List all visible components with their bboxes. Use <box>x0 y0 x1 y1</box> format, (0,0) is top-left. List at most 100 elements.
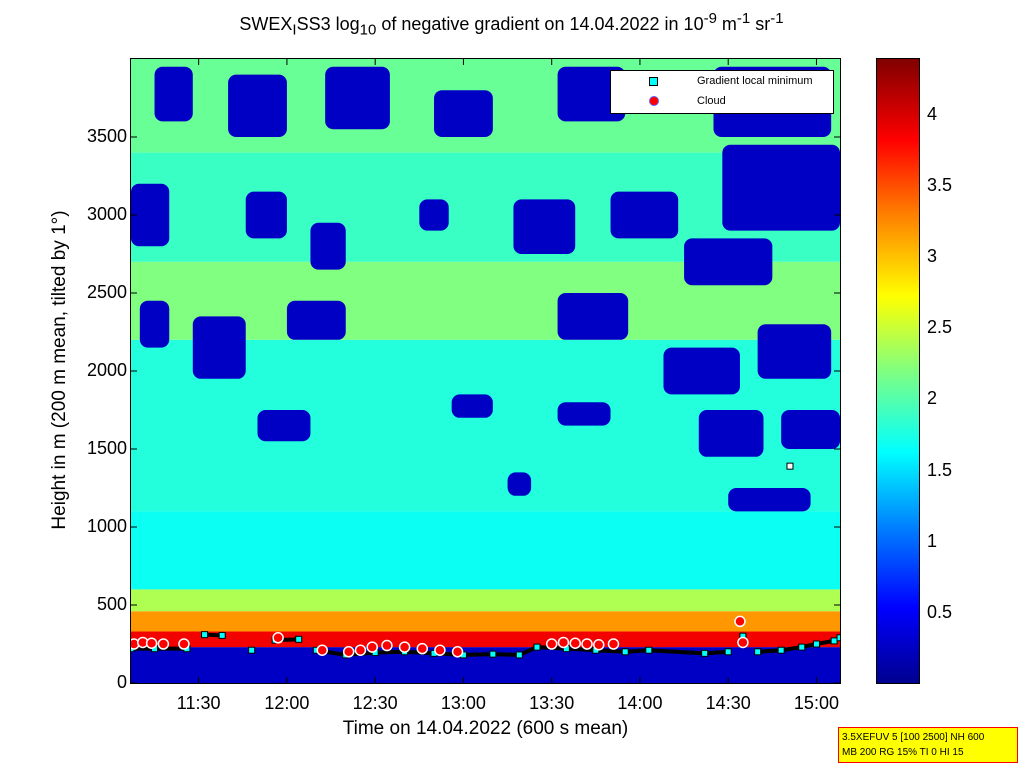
x-tick-label: 14:30 <box>705 693 751 713</box>
heatmap-low-patch <box>557 293 629 340</box>
minimum-point <box>489 650 497 658</box>
cloud-point <box>451 646 464 658</box>
plot-area <box>130 58 841 684</box>
heatmap-low-patch <box>557 402 611 426</box>
cloud-point <box>398 641 411 653</box>
heatmap-low-patch <box>513 199 576 254</box>
minimum-point <box>701 649 709 657</box>
title-sup-3: -9 <box>703 10 717 27</box>
heatmap-low-patch <box>722 144 840 231</box>
y-tick-label: 3500 <box>86 126 127 146</box>
info-line-1: 3.5XEFUV 5 [100 2500] NH 600 <box>842 732 985 743</box>
minimum-segment <box>566 646 596 653</box>
title-part-5: sr <box>750 14 771 34</box>
minimum-point <box>812 640 820 648</box>
minimum-segment <box>375 649 405 655</box>
y-tick-label: 2000 <box>86 360 127 380</box>
y-tick-label: 0 <box>116 672 127 692</box>
x-tick-label: 14:00 <box>617 693 663 713</box>
title-part-2: SS3 log <box>296 14 360 34</box>
colorbar-tick-label: 3 <box>927 246 938 267</box>
heatmap-low-patch <box>419 199 449 231</box>
square-marker-icon <box>649 77 658 86</box>
minimum-point <box>218 631 226 639</box>
cloud-point <box>607 638 620 650</box>
heatmap-low-patch <box>728 488 811 512</box>
minimum-segment <box>463 652 493 657</box>
cloud-point <box>272 632 284 644</box>
x-tick-label: 15:00 <box>793 693 839 713</box>
legend: Gradient local minimum Cloud <box>610 70 834 114</box>
cloud-point <box>557 636 570 649</box>
minimum-point <box>621 648 629 656</box>
heatmap-low-patch <box>684 238 773 286</box>
chart-title: SWEXISS3 log10 of negative gradient on 1… <box>0 10 1023 39</box>
colorbar-tick-label: 2 <box>927 388 938 409</box>
cloud-point <box>581 638 593 650</box>
title-sup-4: -1 <box>736 10 751 27</box>
cloud-point <box>545 638 558 650</box>
heatmap-svg <box>131 59 840 683</box>
colorbar <box>876 58 920 684</box>
minimum-segment <box>757 648 782 654</box>
heatmap-low-patch <box>507 472 532 496</box>
heatmap-low-patch <box>610 191 679 239</box>
y-tick-label: 1000 <box>86 516 127 536</box>
cloud-point <box>366 641 378 653</box>
cloud-point <box>316 644 328 656</box>
x-axis-label: Time on 14.04.2022 (600 s mean) <box>342 718 629 739</box>
colorbar-tick-label: 0.5 <box>927 601 953 622</box>
heatmap-low-patch <box>451 394 493 418</box>
y-axis-label: Height in m (200 m mean, tilted by 1°) <box>49 210 70 530</box>
heatmap-low-patch <box>781 410 840 449</box>
circle-marker-icon <box>649 96 659 106</box>
heatmap-low-patch <box>325 66 390 130</box>
heatmap-band <box>131 631 840 648</box>
legend-label-minimum: Gradient local minimum <box>697 75 813 87</box>
minimum-point <box>515 651 523 659</box>
minimum-segment <box>492 652 520 657</box>
cloud-point <box>157 638 170 650</box>
colorbar-tick-label: 3.5 <box>927 175 953 196</box>
x-tick-label: 11:30 <box>176 693 221 713</box>
minimum-point <box>645 646 653 654</box>
legend-row-cloud: Cloud <box>611 93 833 111</box>
cloud-point <box>569 637 581 649</box>
heatmap-low-patch <box>698 410 764 457</box>
minimum-point <box>724 648 732 656</box>
title-part-1: SWEX <box>239 14 293 34</box>
cloud-point <box>342 646 355 658</box>
info-line-2: MB 200 RG 15% TI 0 HI 15 <box>842 747 964 758</box>
title-part-4: m <box>716 14 737 34</box>
heatmap-low-patch <box>757 324 832 379</box>
minimum-point <box>248 646 256 654</box>
y-tick-label: 2500 <box>86 282 127 302</box>
heatmap-low-patch <box>310 222 346 270</box>
heatmap-low-patch <box>139 300 170 348</box>
minimum-point <box>798 643 806 651</box>
cloud-point <box>593 639 605 651</box>
heatmap-low-patch <box>245 191 287 239</box>
cloud-point <box>737 636 749 649</box>
colorbar-tick-label: 1.5 <box>927 459 953 480</box>
minimum-segment <box>648 648 705 656</box>
heatmap-band <box>131 511 840 590</box>
heatmap-low-patch <box>286 300 346 340</box>
minimum-point <box>533 643 541 651</box>
heatmap-low-patch <box>228 74 287 137</box>
info-box: 3.5XEFUV 5 [100 2500] NH 600 MB 200 RG 1… <box>838 727 1018 763</box>
cloud-point <box>354 644 367 656</box>
legend-row-minimum: Gradient local minimum <box>611 73 833 91</box>
x-tick-label: 12:00 <box>264 693 310 713</box>
minimum-point <box>777 646 785 654</box>
heatmap-low-patch <box>154 66 193 122</box>
heatmap-low-patch <box>434 90 493 137</box>
minimum-point <box>295 635 303 643</box>
y-tick-label: 1500 <box>86 438 127 458</box>
minimum-point <box>830 637 838 645</box>
isolated-minimum-point <box>786 462 794 470</box>
title-sub-2: 10 <box>359 21 377 39</box>
heatmap-band <box>131 611 840 632</box>
title-sup-5: -1 <box>770 10 784 27</box>
cloud-point <box>145 637 158 649</box>
